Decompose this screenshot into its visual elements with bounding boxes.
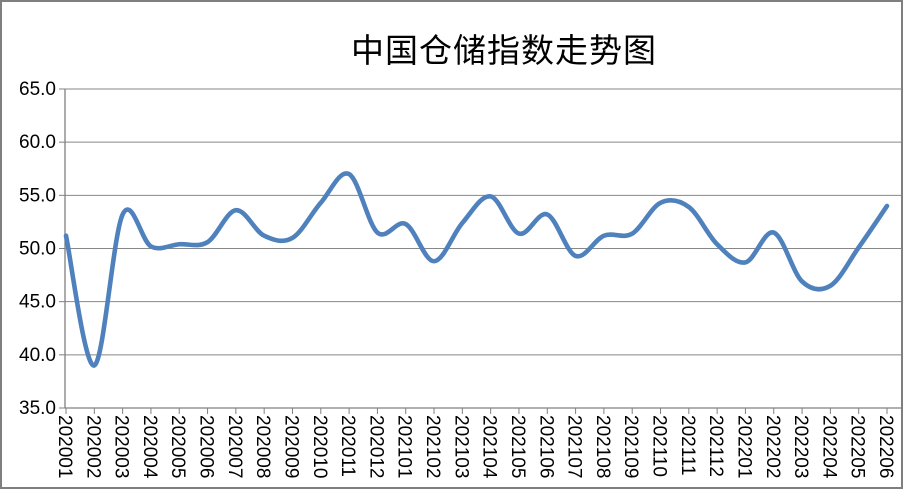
x-axis-label: 202112 [705, 415, 726, 477]
x-axis-label: 202009 [280, 415, 301, 478]
x-axis-label: 202002 [82, 415, 103, 478]
x-axis-label: 202011 [337, 415, 358, 477]
x-axis-label: 202106 [535, 415, 556, 478]
y-axis-label: 50.0 [19, 239, 56, 260]
y-axis-label: 35.0 [19, 398, 56, 419]
chart-title: 中国仓储指数走势图 [351, 34, 657, 70]
x-axis-label: 202005 [167, 415, 188, 478]
x-axis-label: 202010 [309, 415, 330, 478]
y-axis-label: 65.0 [19, 79, 56, 100]
x-axis-label: 202111 [677, 415, 698, 476]
x-axis-label: 202012 [365, 415, 386, 478]
x-axis-label: 202003 [111, 415, 132, 478]
x-axis-label: 202007 [224, 415, 245, 478]
y-axis-label: 60.0 [19, 132, 56, 153]
x-axis-label: 202008 [252, 415, 273, 478]
y-axis-label: 40.0 [19, 345, 56, 366]
x-axis-label: 202102 [422, 415, 443, 478]
x-axis-label: 202105 [507, 415, 528, 478]
x-axis-label: 202205 [847, 415, 868, 478]
x-axis-label: 202104 [479, 415, 500, 479]
x-axis-label: 202203 [790, 415, 811, 478]
x-axis-label: 202004 [139, 415, 160, 479]
x-axis-label: 202101 [394, 415, 415, 478]
x-axis-label: 202108 [592, 415, 613, 478]
x-axis-label: 202201 [733, 415, 754, 478]
x-axis-label: 202109 [620, 415, 641, 478]
x-axis-label: 202103 [450, 415, 471, 478]
x-axis-label: 202110 [649, 415, 670, 477]
x-axis-label: 202202 [762, 415, 783, 478]
x-axis-label: 202204 [818, 415, 839, 479]
y-axis-label: 45.0 [19, 292, 56, 313]
x-axis-label: 202206 [875, 415, 896, 478]
x-axis-label: 202107 [564, 415, 585, 478]
index-trend-line [63, 171, 890, 368]
x-axis-label: 202006 [196, 415, 217, 478]
x-axis-label: 202001 [54, 415, 75, 478]
y-axis-label: 55.0 [19, 185, 56, 206]
